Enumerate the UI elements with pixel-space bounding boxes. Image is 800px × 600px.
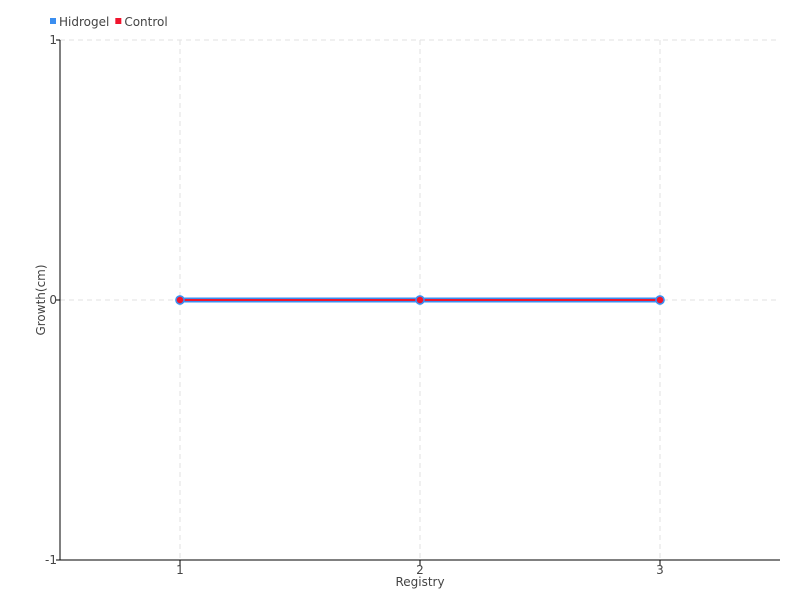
- legend-swatch: [115, 18, 122, 24]
- legend-item[interactable]: Hidrogel: [59, 15, 109, 29]
- data-point-control[interactable]: [175, 295, 185, 305]
- x-tick-label: 3: [656, 563, 664, 577]
- x-axis-label: Registry: [395, 575, 444, 589]
- x-tick-label: 1: [176, 563, 184, 577]
- x-tick-label: 2: [416, 563, 424, 577]
- legend-item[interactable]: Control: [124, 15, 167, 29]
- y-axis-label: Growth(cm): [34, 264, 48, 335]
- y-tick-label: -1: [45, 553, 57, 567]
- legend-swatch: [50, 18, 56, 24]
- y-tick-label: 1: [49, 33, 57, 47]
- data-point-control[interactable]: [415, 295, 425, 305]
- legend: Hidrogel Control: [50, 15, 168, 29]
- data-point-control[interactable]: [655, 295, 665, 305]
- y-tick-label: 0: [49, 293, 57, 307]
